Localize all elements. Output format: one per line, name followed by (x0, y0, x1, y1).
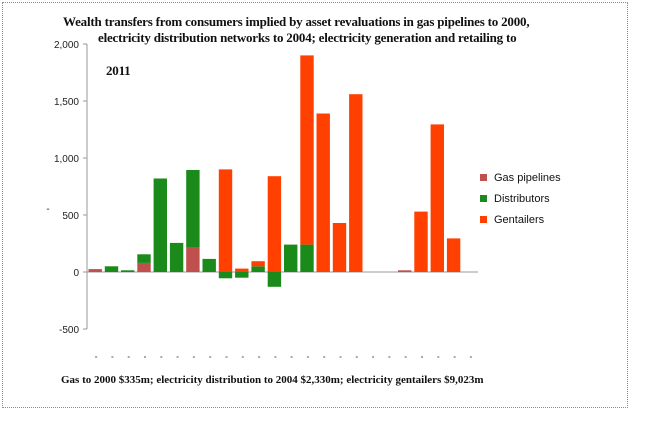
bar-distributors (235, 272, 249, 278)
legend-label-gentailers: Gentailers (494, 213, 545, 226)
bar-distributors (251, 266, 265, 272)
legend: Gas pipelines Distributors Gentailers (480, 167, 561, 230)
bar-distributors (186, 170, 200, 247)
y-tick-label: 1,000 (54, 154, 79, 165)
chart-footnote: Gas to 2000 $335m; electricity distribut… (61, 374, 484, 386)
legend-item-distributors: Distributors (480, 188, 561, 209)
bar-distributors (284, 244, 298, 272)
bar-distributors (104, 266, 119, 272)
y-tick-label: -500 (59, 325, 79, 336)
bar-gas-pipelines (137, 262, 151, 272)
bar-gas-pipelines (88, 269, 102, 272)
chart-title-line-3: 2011 (106, 63, 131, 78)
y-tick-label: 500 (62, 211, 79, 222)
legend-item-gas-pipelines: Gas pipelines (480, 167, 561, 188)
bar-gentailers (267, 176, 282, 272)
bar-gentailers (300, 55, 314, 245)
bar-distributors (121, 270, 135, 272)
y-axis-label: - (46, 204, 49, 215)
legend-swatch-distributors (480, 195, 487, 202)
bar-distributors (202, 258, 216, 272)
chart-title-line-2: electricity distribution networks to 200… (98, 30, 517, 45)
bar-gas-pipelines (398, 270, 412, 272)
legend-swatch-gas-pipelines (480, 174, 487, 181)
legend-label-distributors: Distributors (494, 192, 550, 205)
chart-frame (2, 2, 628, 408)
chart-title-line-1: Wealth transfers from consumers implied … (63, 14, 530, 29)
bar-gentailers (218, 169, 233, 272)
bar-gentailers (332, 223, 347, 272)
bar-distributors (300, 244, 314, 272)
legend-swatch-gentailers (480, 216, 487, 223)
legend-label-gas-pipelines: Gas pipelines (494, 171, 561, 184)
bar-distributors (169, 242, 184, 272)
bar-distributors (137, 254, 151, 263)
bar-gentailers (430, 124, 444, 273)
bar-gentailers (235, 268, 249, 272)
bar-gentailers (316, 113, 330, 272)
y-tick-label: 1,500 (54, 97, 79, 108)
bar-distributors (267, 272, 282, 287)
bar-gentailers (446, 238, 461, 272)
bar-gentailers (414, 211, 428, 272)
bar-gas-pipelines (186, 246, 200, 272)
bar-gentailers (251, 261, 265, 267)
bar-distributors (218, 272, 233, 279)
bar-distributors (153, 178, 167, 272)
bar-gentailers (349, 94, 363, 272)
y-tick-label: 2,000 (54, 40, 79, 51)
legend-item-gentailers: Gentailers (480, 209, 561, 230)
y-tick-label: 0 (73, 268, 79, 279)
